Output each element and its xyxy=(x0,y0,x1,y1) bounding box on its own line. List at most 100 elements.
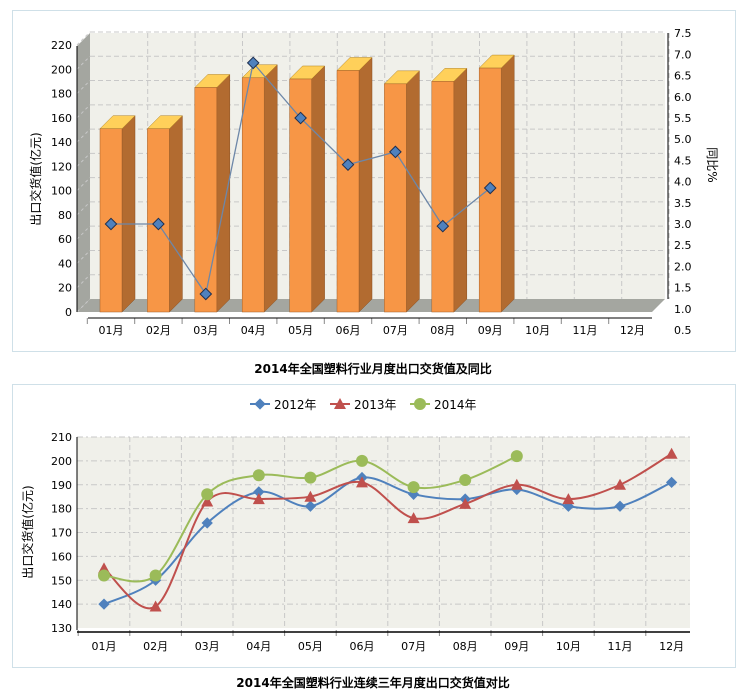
side-wall xyxy=(77,33,90,312)
bar xyxy=(384,83,407,313)
y-tick-label: 170 xyxy=(51,527,72,540)
back-wall xyxy=(90,33,665,299)
x-tick-label: 02月 xyxy=(146,324,171,337)
x-tick-label: 10月 xyxy=(525,324,550,337)
legend-label: 2013年 xyxy=(354,398,397,412)
diamond-marker xyxy=(152,217,165,231)
x-tick-label: 08月 xyxy=(430,324,455,337)
y2-tick-label: 5.5 xyxy=(674,112,692,125)
y-tick-label: 130 xyxy=(51,622,72,635)
x-tick-label: 01月 xyxy=(92,640,117,653)
legend-label: 2012年 xyxy=(274,398,317,412)
bar xyxy=(241,77,265,313)
y2-tick-label: 5.0 xyxy=(674,133,692,146)
y-tick-label: 100 xyxy=(51,185,72,198)
diamond-marker xyxy=(614,500,626,512)
legend-diamond-icon xyxy=(254,398,266,410)
y-axis-label: 出口交货值(亿元) xyxy=(20,485,35,578)
bar-side xyxy=(121,115,136,313)
circle-marker xyxy=(356,454,368,467)
legend-circle-icon xyxy=(414,398,426,410)
circle-marker xyxy=(459,473,472,486)
diamond-marker xyxy=(304,500,317,512)
y2-tick-label: 1.5 xyxy=(674,282,692,295)
triangle-marker xyxy=(614,478,626,490)
x-tick-label: 03月 xyxy=(193,324,218,337)
circle-marker xyxy=(98,569,110,582)
y-tick-label: 200 xyxy=(51,455,72,468)
y-tick-label: 40 xyxy=(58,257,72,270)
y2-tick-label: 2.0 xyxy=(674,260,692,273)
triangle-marker xyxy=(201,495,214,507)
diamond-marker xyxy=(201,517,213,529)
y2-tick-label: 7.5 xyxy=(674,27,692,40)
diamond-marker xyxy=(246,56,260,70)
y2-tick-label: 1.0 xyxy=(674,303,692,316)
diamond-marker xyxy=(436,219,450,233)
y2-tick-label: 4.0 xyxy=(674,176,692,189)
y-tick-label: 190 xyxy=(51,479,72,492)
circle-marker xyxy=(407,481,420,494)
x-tick-label: 02月 xyxy=(143,640,168,653)
y2-tick-label: 4.5 xyxy=(674,154,692,167)
x-tick-label: 06月 xyxy=(350,640,375,653)
circle-marker xyxy=(149,569,162,582)
x-tick-label: 01月 xyxy=(99,324,124,337)
y-tick-label: 210 xyxy=(51,431,72,444)
x-tick-label: 04月 xyxy=(246,640,271,653)
triangle-marker xyxy=(562,493,575,505)
y-tick-label: 180 xyxy=(51,88,72,101)
legend-triangle-icon xyxy=(334,398,346,409)
y2-tick-label: 3.0 xyxy=(674,218,692,231)
bar xyxy=(289,78,312,313)
x-tick-label: 12月 xyxy=(620,324,645,337)
x-tick-label: 03月 xyxy=(195,640,220,653)
y-tick-label: 20 xyxy=(58,282,72,295)
triangle-marker xyxy=(356,476,368,488)
bar xyxy=(336,70,360,313)
y-axis-label: 出口交货值(亿元) xyxy=(28,132,43,225)
y-tick-label: 140 xyxy=(51,598,72,611)
diamond-marker xyxy=(104,217,118,231)
legend-label: 2014年 xyxy=(434,398,477,412)
y2-tick-label: 3.5 xyxy=(674,197,692,210)
triangle-marker xyxy=(304,490,317,502)
diamond-marker xyxy=(389,145,402,159)
y-tick-label: 160 xyxy=(51,112,72,125)
y-tick-label: 200 xyxy=(51,63,72,76)
bar xyxy=(194,87,218,313)
y-tick-label: 150 xyxy=(51,574,72,587)
x-tick-label: 10月 xyxy=(556,640,581,653)
y-tick-label: 140 xyxy=(51,136,72,149)
y-tick-label: 160 xyxy=(51,550,72,563)
circle-marker xyxy=(510,450,523,463)
circle-marker xyxy=(304,471,317,484)
x-tick-label: 09月 xyxy=(478,324,503,337)
diamond-marker xyxy=(483,181,497,195)
y-tick-label: 180 xyxy=(51,503,72,516)
y2-tick-label: 6.0 xyxy=(674,91,692,104)
triangle-marker xyxy=(149,600,162,612)
bar-side xyxy=(263,64,278,313)
y2-tick-label: 7.0 xyxy=(674,48,692,61)
chart2-title: 2014年全国塑料行业连续三年月度出口交货值对比 xyxy=(236,676,510,690)
x-tick-label: 07月 xyxy=(401,640,426,653)
x-tick-label: 07月 xyxy=(383,324,408,337)
y2-tick-label: 2.5 xyxy=(674,239,692,252)
y-tick-label: 60 xyxy=(58,233,72,246)
x-tick-label: 06月 xyxy=(336,324,361,337)
y2-axis-label: 同比% xyxy=(705,147,719,182)
chart1-title: 2014年全国塑料行业月度出口交货值及同比 xyxy=(254,362,492,376)
bar-side xyxy=(500,54,515,313)
diamond-marker xyxy=(341,158,355,172)
triangle-marker xyxy=(252,493,265,505)
bar xyxy=(431,81,455,313)
bar-side xyxy=(169,115,183,313)
y-tick-label: 80 xyxy=(58,209,72,222)
y-tick-label: 120 xyxy=(51,160,72,173)
y-tick-label: 220 xyxy=(51,39,72,52)
triangle-marker xyxy=(459,497,472,509)
x-tick-label: 08月 xyxy=(453,640,478,653)
circle-marker xyxy=(252,469,265,482)
